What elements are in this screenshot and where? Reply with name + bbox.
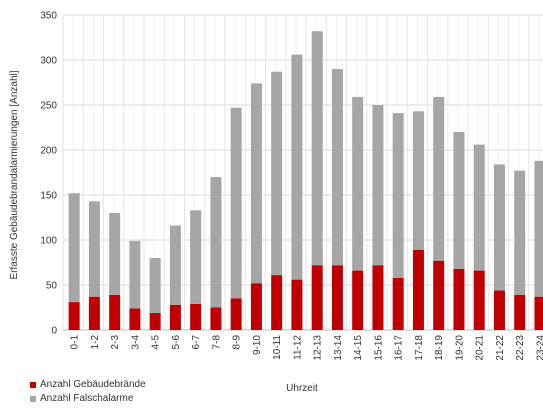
x-tick-label: 13-14 — [333, 335, 344, 361]
bar-gebaeudebraende — [514, 294, 526, 330]
legend-item-falschalarme: Anzahl Falschalarme — [30, 392, 146, 406]
bar-gebaeudebraende — [210, 307, 222, 330]
bar-gebaeudebraende — [250, 283, 262, 330]
bar-falschalarme — [271, 71, 283, 276]
x-tick-label: 15-16 — [373, 335, 384, 361]
bar-falschalarme — [190, 210, 202, 304]
bar-gebaeudebraende — [169, 304, 181, 330]
bar-gebaeudebraende — [291, 279, 303, 330]
x-tick-label: 10-11 — [272, 335, 283, 360]
legend: Anzahl Gebäudebrände Anzahl Falschalarme — [30, 378, 146, 406]
x-tick-label: 12-13 — [313, 335, 324, 361]
bar-falschalarme — [331, 69, 343, 266]
bar-gebaeudebraende — [331, 265, 343, 330]
bar-falschalarme — [291, 54, 303, 280]
y-tick-label: 200 — [40, 146, 57, 157]
bar-gebaeudebraende — [230, 298, 242, 330]
bar-gebaeudebraende — [372, 265, 384, 330]
bar-falschalarme — [68, 193, 80, 303]
bar-falschalarme — [169, 225, 181, 305]
x-tick-label: 7-8 — [211, 335, 222, 350]
bar-falschalarme — [453, 132, 465, 269]
bar-falschalarme — [514, 170, 526, 295]
y-axis-title: Erfasste Gebäudebrandalarmierungen [Anza… — [9, 70, 20, 279]
x-tick-label: 2-3 — [110, 335, 121, 350]
x-tick-label: 20-21 — [475, 335, 486, 361]
x-axis-title: Uhrzeit — [286, 383, 318, 394]
x-tick-label: 4-5 — [151, 335, 162, 350]
y-tick-label: 50 — [46, 281, 58, 292]
x-tick-label: 3-4 — [130, 335, 141, 350]
bar-gebaeudebraende — [493, 290, 505, 330]
bar-gebaeudebraende — [68, 302, 80, 330]
x-tick-label: 8-9 — [232, 335, 243, 350]
x-tick-label: 16-17 — [394, 335, 405, 361]
x-tick-label: 22-23 — [515, 335, 526, 361]
y-tick-label: 300 — [40, 56, 57, 67]
bar-gebaeudebraende — [453, 268, 465, 330]
bar-gebaeudebraende — [109, 294, 121, 330]
y-tick-labels: 0 50 100 150 200 250 300 350 — [40, 11, 57, 337]
y-tick-label: 350 — [40, 11, 57, 22]
bar-gebaeudebraende — [433, 260, 445, 330]
bar-gebaeudebraende — [271, 275, 283, 330]
bar-falschalarme — [493, 164, 505, 291]
y-tick-label: 100 — [40, 236, 57, 247]
bar-gebaeudebraende — [88, 296, 100, 330]
bar-falschalarme — [534, 160, 543, 297]
y-tick-label: 150 — [40, 191, 57, 202]
bar-gebaeudebraende — [473, 270, 485, 330]
x-tick-label: 0-1 — [70, 335, 81, 350]
x-tick-label: 18-19 — [434, 335, 445, 361]
x-tick-label: 21-22 — [495, 335, 506, 361]
x-tick-label: 1-2 — [90, 335, 101, 350]
bar-falschalarme — [230, 107, 242, 299]
legend-label: Anzahl Gebäudebrände — [40, 379, 146, 390]
bar-gebaeudebraende — [190, 303, 202, 330]
y-tick-label: 0 — [51, 326, 57, 337]
legend-swatch-gray — [30, 396, 36, 402]
bar-falschalarme — [250, 83, 262, 284]
legend-label: Anzahl Falschalarme — [40, 393, 134, 404]
bar-gebaeudebraende — [149, 312, 161, 330]
bar-gebaeudebraende — [392, 277, 404, 330]
bar-falschalarme — [412, 111, 424, 250]
bar-falschalarme — [352, 96, 364, 271]
x-tick-label: 14-15 — [353, 335, 364, 361]
bar-falschalarme — [109, 213, 121, 295]
bar-gebaeudebraende — [129, 308, 141, 330]
bar-falschalarme — [372, 105, 384, 266]
x-tick-label: 19-20 — [454, 335, 465, 361]
bar-falschalarme — [473, 144, 485, 271]
x-tick-label: 6-7 — [191, 335, 202, 350]
bar-gebaeudebraende — [534, 296, 543, 330]
x-tick-label: 11-12 — [292, 335, 303, 360]
legend-swatch-red — [30, 382, 36, 388]
x-tick-label: 5-6 — [171, 335, 182, 350]
bar-falschalarme — [433, 96, 445, 261]
legend-item-gebaeudebraende: Anzahl Gebäudebrände — [30, 378, 146, 392]
bar-gebaeudebraende — [311, 265, 323, 330]
bar-falschalarme — [88, 201, 100, 297]
y-tick-label: 250 — [40, 101, 57, 112]
bar-falschalarme — [129, 240, 141, 309]
bar-falschalarme — [210, 177, 222, 308]
bars — [68, 31, 543, 330]
bar-gebaeudebraende — [352, 270, 364, 330]
bar-falschalarme — [392, 113, 404, 278]
bar-falschalarme — [149, 258, 161, 313]
bar-falschalarme — [311, 31, 323, 266]
x-tick-label: 9-10 — [252, 335, 263, 355]
x-tick-labels: 0-1 1-2 2-3 3-4 4-5 5-6 6-7 7-8 8-9 9-10 10-11 11-1… — [70, 335, 543, 361]
bar-gebaeudebraende — [412, 249, 424, 330]
x-tick-label: 17-18 — [414, 335, 425, 361]
x-tick-label: 23-24 — [535, 335, 543, 361]
